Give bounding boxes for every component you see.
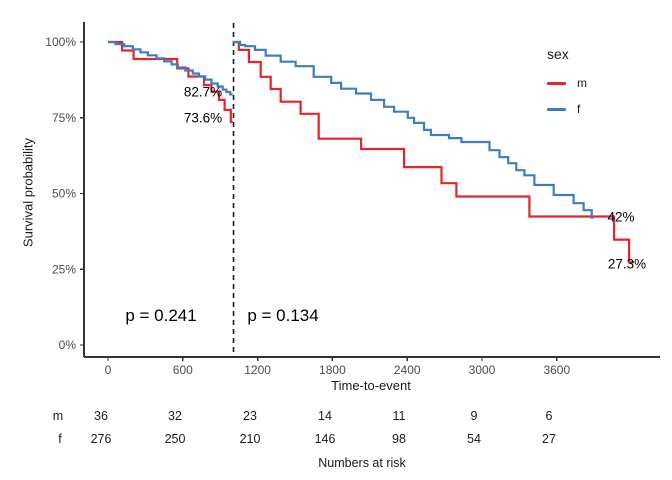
legend-item-f: f bbox=[547, 102, 587, 116]
legend-key-m-line-icon bbox=[547, 81, 566, 85]
risk-count-m-2400: 11 bbox=[392, 409, 406, 423]
legend-item-m: m bbox=[547, 76, 587, 90]
risk-count-m-3000: 9 bbox=[470, 409, 478, 423]
risk-row-label-m: m bbox=[52, 409, 64, 423]
risk-count-f-1200: 210 bbox=[239, 432, 261, 446]
x-tick-label: 3000 bbox=[469, 363, 496, 377]
km-curve-m-seg2 bbox=[232, 40, 635, 264]
x-tick-label: 0 bbox=[105, 363, 112, 377]
risk-count-f-3000: 54 bbox=[467, 432, 481, 446]
y-tick-label: 0% bbox=[59, 338, 77, 352]
km-curve-m-seg1 bbox=[108, 40, 233, 124]
km-curve-f-seg1 bbox=[108, 40, 233, 96]
risk-count-f-3600: 27 bbox=[542, 432, 556, 446]
risk-count-f-600: 250 bbox=[164, 432, 186, 446]
x-tick-label: 1800 bbox=[319, 363, 346, 377]
x-tick-label: 1200 bbox=[244, 363, 271, 377]
legend-title: sex bbox=[547, 46, 569, 62]
x-tick-label: 3600 bbox=[543, 363, 570, 377]
annotation-landmark-f: 82.7% bbox=[183, 84, 223, 100]
risk-row-label-f: f bbox=[58, 432, 62, 446]
legend: sex m f bbox=[547, 46, 587, 116]
x-tick-label: 600 bbox=[173, 363, 193, 377]
x-axis-title: Time-to-event bbox=[331, 378, 411, 393]
annotation-end-m: 27.3% bbox=[607, 256, 647, 272]
risk-count-f-2400: 98 bbox=[392, 432, 406, 446]
risk-count-m-3600: 6 bbox=[545, 409, 553, 423]
pvalue-post-landmark: p = 0.134 bbox=[247, 306, 319, 325]
risk-count-f-0: 276 bbox=[90, 432, 112, 446]
risk-count-m-1200: 23 bbox=[243, 409, 257, 423]
risk-count-m-600: 32 bbox=[168, 409, 182, 423]
x-tick-label: 2400 bbox=[394, 363, 421, 377]
y-tick-label: 50% bbox=[52, 187, 76, 201]
y-tick-label: 25% bbox=[52, 262, 76, 276]
legend-key-f-line-icon bbox=[547, 107, 566, 111]
y-axis-title: Survival probability bbox=[20, 137, 36, 248]
legend-label-f: f bbox=[577, 102, 581, 116]
annotation-landmark-m: 73.6% bbox=[183, 110, 223, 126]
risk-count-m-0: 36 bbox=[94, 409, 108, 423]
y-tick-label: 75% bbox=[52, 111, 76, 125]
legend-label-m: m bbox=[577, 76, 587, 90]
pvalue-pre-landmark: p = 0.241 bbox=[125, 306, 197, 325]
km-curve-f-seg2 bbox=[232, 40, 594, 219]
risk-count-m-1800: 14 bbox=[318, 409, 332, 423]
risk-table-caption: Numbers at risk bbox=[318, 456, 406, 470]
annotation-end-f: 42% bbox=[607, 209, 635, 225]
y-tick-label: 100% bbox=[45, 35, 76, 49]
risk-count-f-1800: 146 bbox=[314, 432, 336, 446]
